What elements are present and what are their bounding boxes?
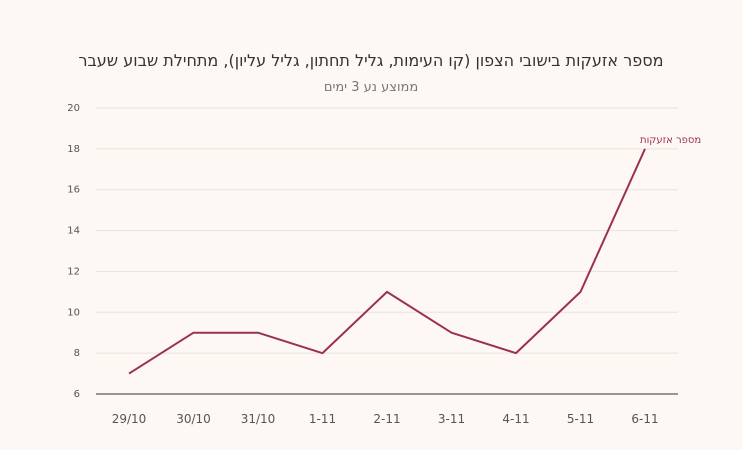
y-tick-label: 8 [74, 348, 80, 359]
y-tick-label: 16 [67, 185, 80, 196]
series-lines: מספר אזעקות [128, 135, 701, 375]
y-tick-label: 20 [67, 103, 80, 114]
x-tick-label: 6-11 [631, 412, 658, 426]
x-tick-label: 1-11 [309, 412, 336, 426]
y-tick-label: 12 [67, 266, 80, 277]
x-tick-label: 4-11 [502, 412, 529, 426]
y-tick-label: 14 [67, 226, 80, 237]
x-tick-label: 30/10 [176, 412, 211, 426]
y-tick-label: 10 [67, 307, 80, 318]
y-gridlines [96, 107, 678, 354]
series-label: מספר אזעקות [640, 135, 701, 146]
x-tick-label: 2-11 [373, 412, 400, 426]
y-tick-label: 18 [67, 144, 80, 155]
x-tick-label: 29/10 [112, 412, 147, 426]
x-tick-label: 31/10 [241, 412, 276, 426]
series-line [128, 148, 646, 375]
chart-title: מספר אזעקות בישובי הצפון (קו העימות, גלי… [79, 51, 664, 70]
y-axis-ticks: 6 8 10 12 14 16 18 20 [67, 103, 80, 400]
x-tick-label: 3-11 [438, 412, 465, 426]
x-axis-ticks: 29/10 30/10 31/10 1-11 2-11 3-11 4-11 5-11 6-11 [112, 412, 659, 426]
x-tick-label: 5-11 [567, 412, 594, 426]
chart-subtitle: ממוצע נע 3 ימים [324, 80, 418, 95]
y-tick-label: 6 [74, 389, 80, 400]
